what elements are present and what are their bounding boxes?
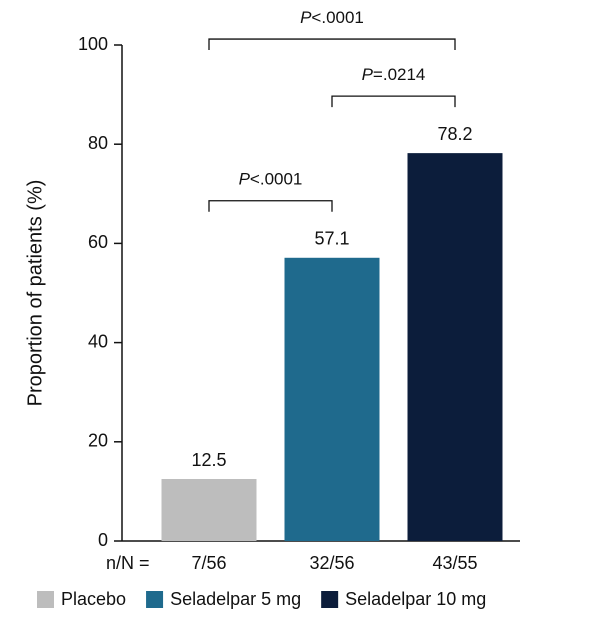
n-label: 7/56 bbox=[191, 553, 226, 573]
value-label: 12.5 bbox=[191, 450, 226, 470]
p-value: P<.0001 bbox=[300, 9, 364, 28]
p-value: P<.0001 bbox=[239, 170, 303, 189]
y-tick-label: 100 bbox=[78, 34, 108, 54]
bar bbox=[161, 479, 257, 541]
bar bbox=[407, 153, 503, 542]
y-tick-label: 80 bbox=[88, 133, 108, 153]
value-label: 57.1 bbox=[314, 229, 349, 249]
significance-bracket bbox=[208, 200, 333, 212]
legend-swatch bbox=[321, 591, 339, 608]
bar bbox=[284, 257, 380, 541]
significance-bracket bbox=[208, 38, 456, 51]
legend-swatch bbox=[37, 591, 54, 608]
legend-swatch bbox=[146, 591, 164, 608]
legend-label: Seladelpar 10 mg bbox=[345, 589, 486, 609]
legend-label: Seladelpar 5 mg bbox=[170, 589, 301, 609]
n-prefix: n/N = bbox=[106, 553, 150, 573]
y-tick-label: 0 bbox=[98, 530, 108, 550]
y-axis-label: Proportion of patients (%) bbox=[24, 180, 46, 407]
value-label: 78.2 bbox=[437, 124, 472, 144]
y-tick-label: 20 bbox=[88, 431, 108, 451]
n-label: 43/55 bbox=[432, 553, 477, 573]
significance-bracket bbox=[331, 95, 456, 108]
y-tick-label: 40 bbox=[88, 331, 108, 351]
n-label: 32/56 bbox=[309, 553, 354, 573]
p-value: P=.0214 bbox=[362, 66, 426, 85]
y-tick-label: 60 bbox=[88, 232, 108, 252]
legend-label: Placebo bbox=[61, 589, 126, 609]
